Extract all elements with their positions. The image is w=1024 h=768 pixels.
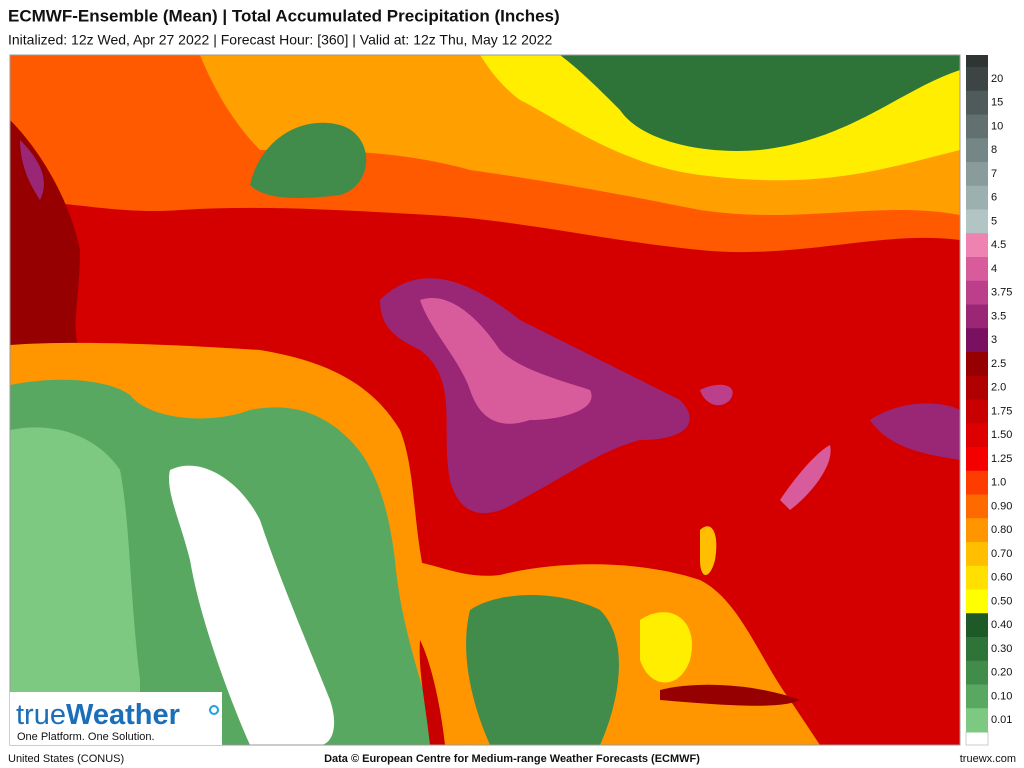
logo-main: Weather (66, 699, 180, 731)
legend-swatch (966, 233, 988, 258)
legend-swatch (966, 114, 988, 139)
legend-swatch (966, 684, 988, 709)
legend-swatch (966, 447, 988, 472)
legend-swatch (966, 162, 988, 187)
logo-prefix: true (16, 699, 66, 731)
legend-label: 20 (991, 73, 1003, 85)
legend-swatch (966, 67, 988, 92)
legend-swatch (966, 660, 988, 685)
legend-swatch (966, 518, 988, 543)
legend-top-cell (966, 55, 988, 67)
legend-label: 2.0 (991, 382, 1006, 394)
legend-swatch (966, 565, 988, 590)
logo: trueWeather One Platform. One Solution. (10, 692, 222, 745)
legend-label: 1.50 (991, 429, 1012, 441)
region-pink-atlantic (780, 445, 831, 510)
legend-swatch (966, 637, 988, 662)
legend-swatch (966, 304, 988, 329)
legend-label: 4 (991, 263, 997, 275)
region-white-baja (169, 465, 335, 745)
legend-swatch (966, 209, 988, 234)
legend-label: 7 (991, 168, 997, 180)
region-purple-nw (20, 140, 44, 200)
region-pink-central (420, 298, 592, 424)
legend: 20 15 10 8 7 6 5 4.5 4 3.75 3.5 3 2.5 2.0 1.75 1.50 1.25… (965, 55, 1012, 746)
footer-center: Data © European Centre for Medium-range … (324, 753, 700, 765)
region-green-north (250, 122, 367, 198)
footer-right: truewx.com (960, 753, 1016, 765)
legend-label: 0.50 (991, 595, 1012, 607)
region-purple-east (700, 384, 733, 406)
region-purple-atlantic (870, 403, 960, 460)
legend-label: 8 (991, 144, 997, 156)
logo-box (10, 692, 222, 745)
region-coast (10, 120, 80, 350)
legend-label: 3.5 (991, 310, 1006, 322)
legend-label: 6 (991, 192, 997, 204)
title: ECMWF-Ensemble (Mean) | Total Accumulate… (8, 6, 560, 25)
legend-swatch (966, 470, 988, 495)
region-cuba (660, 684, 800, 706)
region-green-pacific (10, 427, 140, 745)
legend-label: 0.20 (991, 667, 1012, 679)
legend-label: 1.75 (991, 405, 1012, 417)
region-yellow-gulf (640, 612, 692, 683)
legend-label: 0.90 (991, 500, 1012, 512)
legend-label: 3.75 (991, 287, 1012, 299)
legend-label: 0.30 (991, 643, 1012, 655)
legend-swatch (966, 280, 988, 305)
legend-label: 0.60 (991, 572, 1012, 584)
legend-label: 0.80 (991, 524, 1012, 536)
logo-dot (209, 705, 219, 715)
region-mexico-strip (419, 640, 445, 745)
legend-bottom-cell (965, 731, 989, 746)
legend-swatch (966, 589, 988, 614)
legend-label: 15 (991, 97, 1003, 109)
legend-label: 3 (991, 334, 997, 346)
legend-swatch (966, 423, 988, 448)
map-frame (9, 54, 961, 746)
legend-swatch (966, 708, 988, 733)
legend-swatch (966, 375, 988, 400)
region-florida (700, 526, 717, 575)
legend-label: 0.40 (991, 619, 1012, 631)
footer-left: United States (CONUS) (8, 753, 124, 765)
legend-label: 5 (991, 215, 997, 227)
legend-label: 10 (991, 120, 1003, 132)
legend-label: 0.10 (991, 690, 1012, 702)
subtitle: Initalized: 12z Wed, Apr 27 2022 | Forec… (8, 32, 552, 48)
legend-swatch (966, 90, 988, 115)
legend-label: 2.5 (991, 358, 1006, 370)
legend-swatch (966, 494, 988, 519)
region-green-gulf (466, 595, 619, 745)
legend-swatch (966, 399, 988, 424)
region-green-canada (560, 55, 960, 151)
logo-tagline: One Platform. One Solution. (17, 731, 155, 743)
legend-label: 4.5 (991, 239, 1006, 251)
map: trueWeather One Platform. One Solution. (9, 54, 961, 746)
legend-swatch (966, 613, 988, 638)
legend-swatch (966, 185, 988, 210)
legend-label: 1.0 (991, 477, 1006, 489)
logo-name: trueWeather (16, 699, 180, 731)
legend-swatch (966, 328, 988, 353)
legend-swatch (966, 352, 988, 377)
legend-label: 0.01 (991, 714, 1012, 726)
legend-label: 1.25 (991, 453, 1012, 465)
legend-swatch (966, 138, 988, 163)
legend-label: 0.70 (991, 548, 1012, 560)
legend-swatch (966, 542, 988, 567)
legend-swatch (966, 257, 988, 282)
